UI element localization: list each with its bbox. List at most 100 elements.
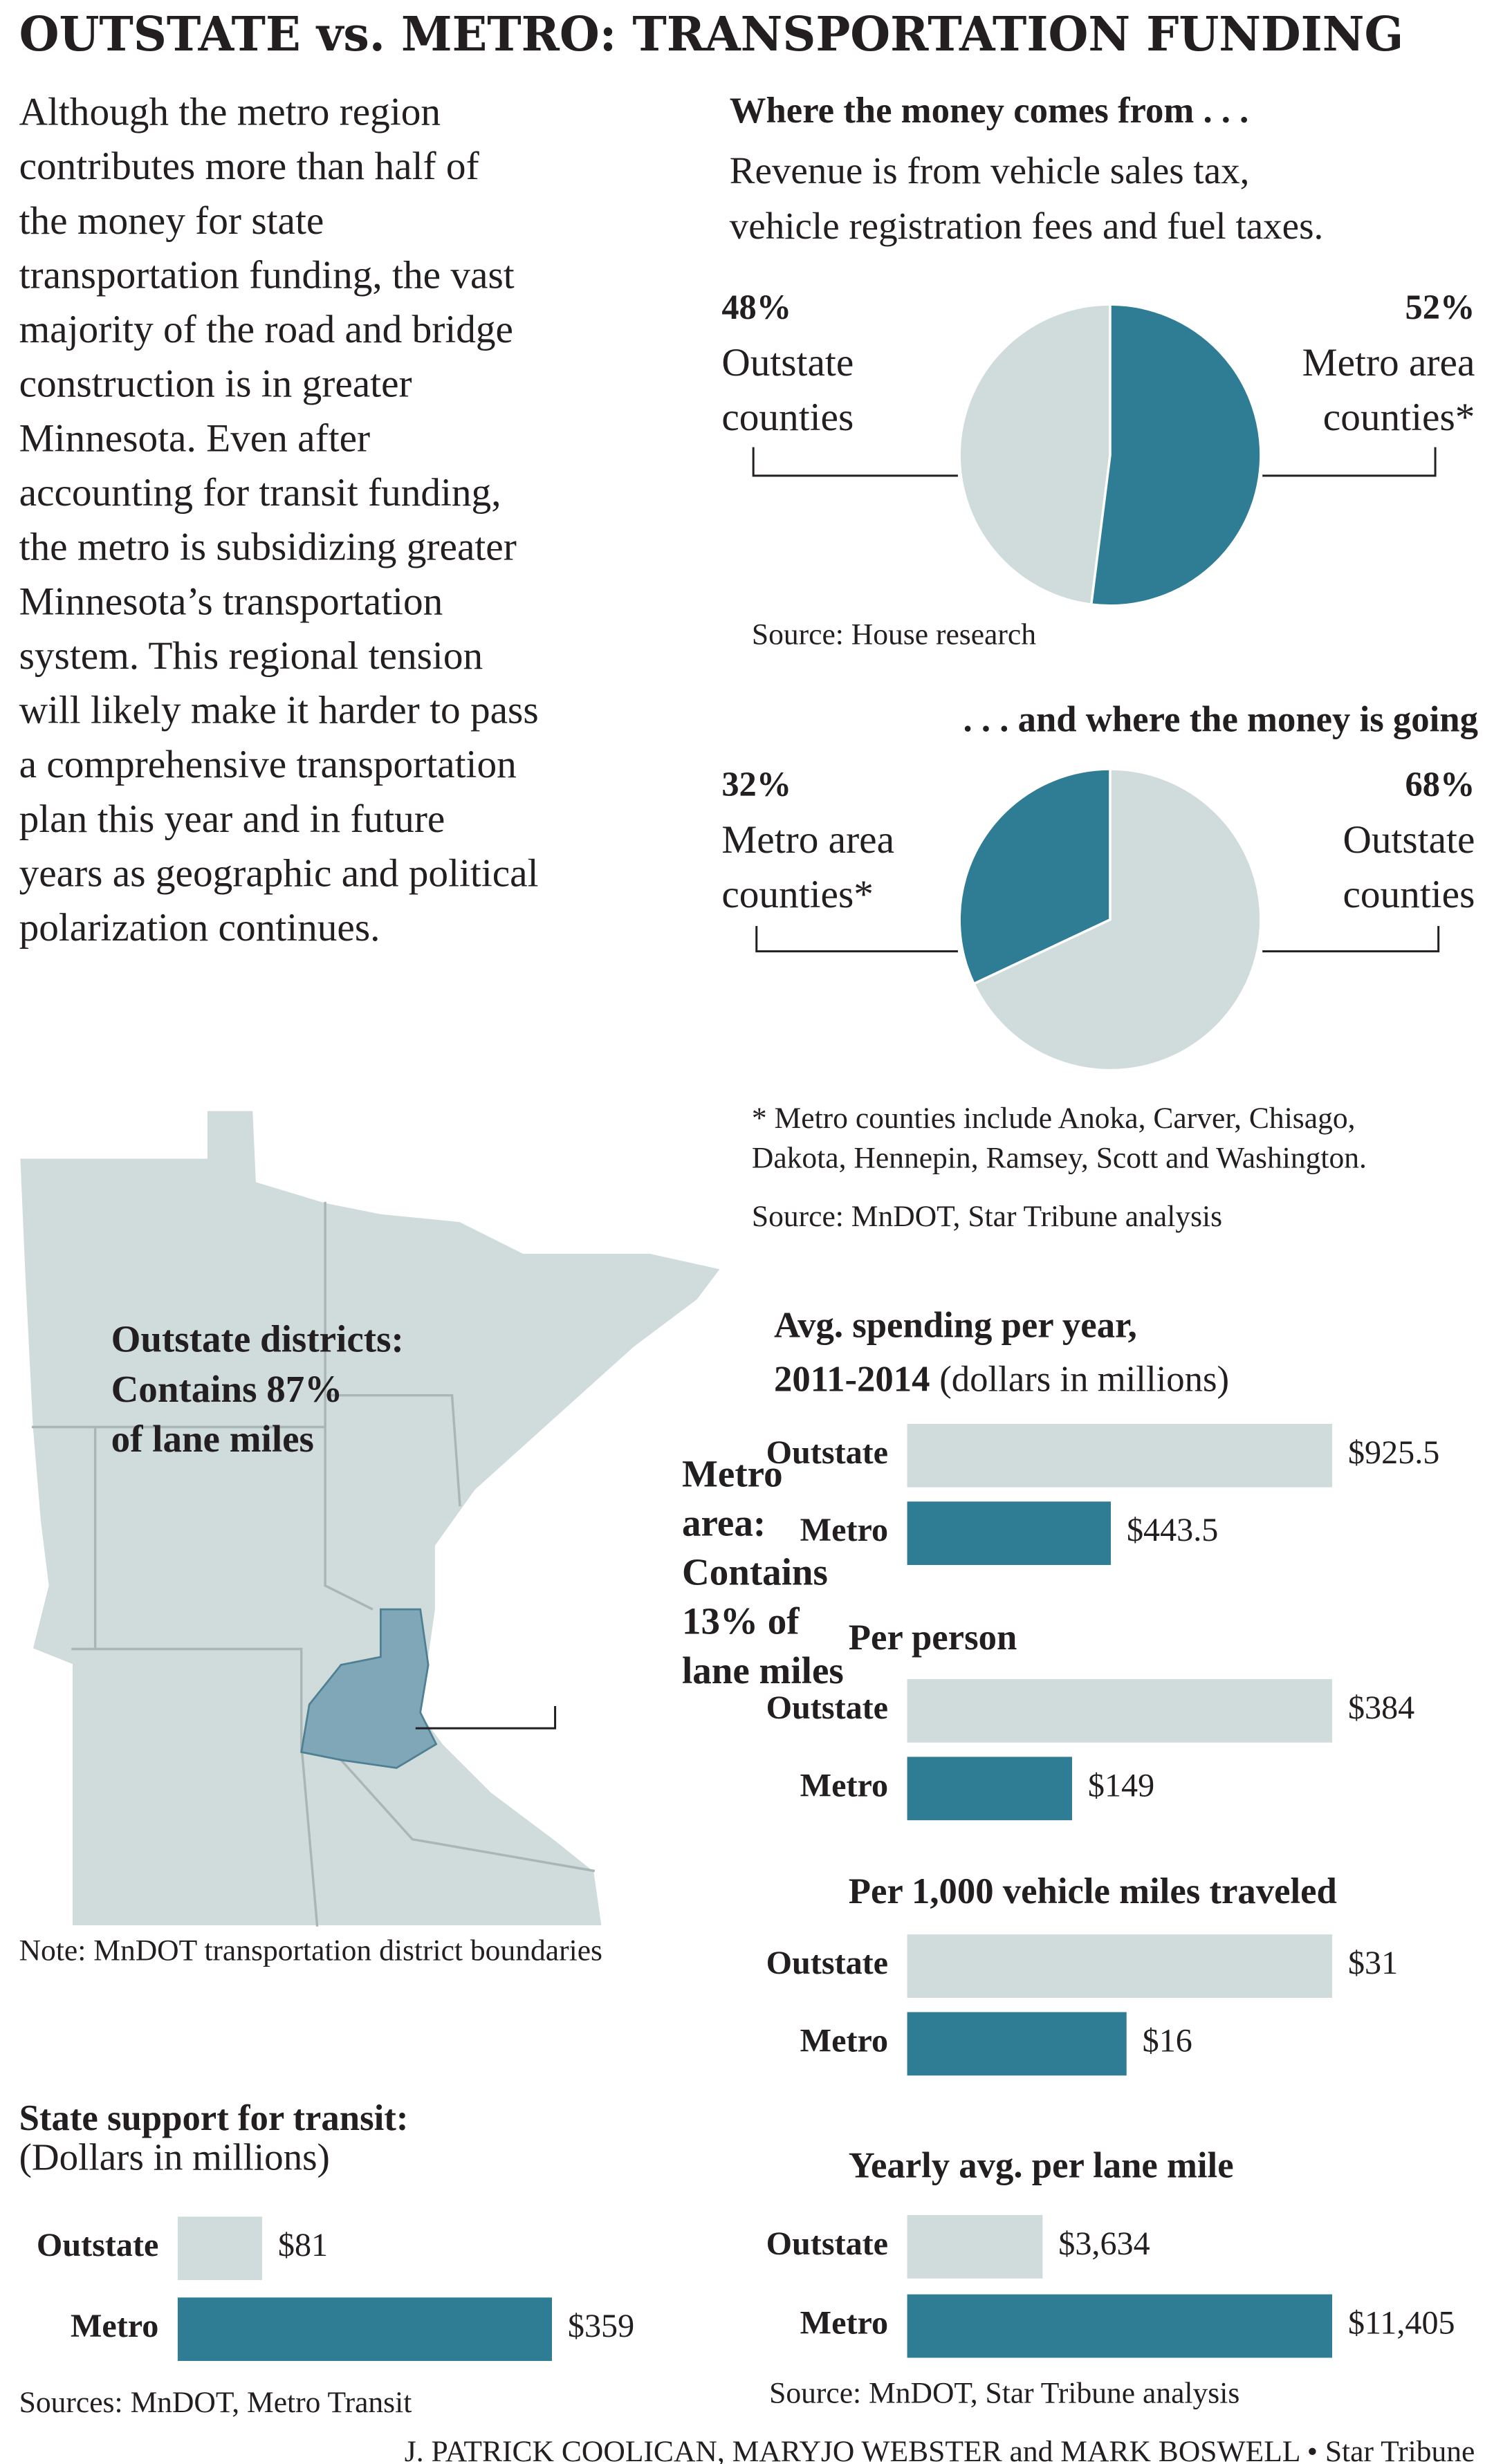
intro-line: system. This regional tension [19, 634, 483, 678]
slice-label: Outstate [721, 341, 854, 385]
chart-source: Sources: MnDOT, Metro Transit [19, 2386, 412, 2419]
bar-category: Metro [800, 2022, 888, 2059]
chart-subtitle: (Dollars in millions) [19, 2136, 330, 2178]
slice-value-label: 52% [1405, 288, 1475, 326]
bar-value-label: $925.5 [1348, 1434, 1439, 1471]
chart-source: Source: MnDOT, Star Tribune analysis [752, 1200, 1222, 1233]
bar [907, 1501, 1112, 1565]
slice-label: counties* [721, 873, 874, 916]
bar-category: Outstate [766, 1434, 888, 1471]
bar-value-label: $384 [1348, 1689, 1414, 1726]
slice-label: counties [721, 396, 854, 439]
intro-line: plan this year and in future [19, 797, 445, 841]
bar-category: Metro [71, 2308, 158, 2344]
metro-area [300, 1608, 438, 1769]
bar-category: Outstate [766, 1689, 888, 1726]
bar-category: Metro [800, 1512, 888, 1548]
pie-slice [958, 303, 1112, 606]
chart-subtitle: (dollars in millions) [939, 1359, 1229, 1399]
intro-line: a comprehensive transportation [19, 743, 517, 786]
chart-title: . . . and where the money is going [963, 700, 1478, 740]
map-label: of lane miles [111, 1418, 314, 1460]
map-label: 13% of [682, 1600, 800, 1642]
intro-line: polarization continues. [19, 906, 380, 950]
bar-value-label: $149 [1088, 1767, 1154, 1804]
intro-line: transportation funding, the vast [19, 253, 515, 297]
bar [907, 1679, 1333, 1743]
map-label: Outstate districts: [111, 1318, 404, 1360]
map-label: Contains 87% [111, 1368, 343, 1410]
pie-slice [958, 768, 1112, 985]
chart-subtitle: Revenue is from vehicle sales tax, [730, 149, 1250, 192]
bar [907, 2215, 1043, 2279]
chart-title: Per 1,000 vehicle miles traveled [849, 1871, 1337, 1911]
chart-title: Yearly avg. per lane mile [849, 2146, 1234, 2186]
intro-line: majority of the road and bridge [19, 308, 513, 351]
bar-value-label: $359 [568, 2308, 634, 2344]
bar-value-label: $16 [1143, 2022, 1192, 2059]
chart-source: Source: MnDOT, Star Tribune analysis [769, 2376, 1239, 2409]
intro-line: will likely make it harder to pass [19, 689, 539, 732]
map-label: Contains [682, 1551, 828, 1593]
intro-line: Minnesota’s transportation [19, 580, 443, 623]
chart-title: Per person [849, 1618, 1017, 1658]
chart-title: State support for transit: [19, 2098, 409, 2138]
map-label: area: [682, 1502, 766, 1544]
leader-line [415, 1706, 557, 1730]
pie-slice [1089, 303, 1262, 607]
leader-line [755, 925, 1440, 953]
pie-slice [972, 768, 1262, 1072]
bar [177, 2297, 552, 2361]
bar-value-label: $11,405 [1348, 2305, 1455, 2342]
credit: J. PATRICK COOLICAN, MARYJO WEBSTER and … [405, 2435, 1475, 2464]
map-label: lane miles [682, 1649, 844, 1692]
chart-note: * Metro counties include Anoka, Carver, … [752, 1102, 1356, 1135]
chart-title: 2011-2014 (dollars in millions) [774, 1359, 1229, 1399]
intro-line: the metro is subsidizing greater [19, 526, 517, 569]
slice-label: counties* [1323, 396, 1475, 439]
chart-title: Avg. spending per year, [774, 1305, 1137, 1345]
bar-category: Metro [800, 1767, 888, 1804]
slice-label: Metro area [721, 818, 894, 862]
bar [907, 2012, 1127, 2076]
intro-line: years as geographic and political [19, 852, 539, 896]
district-lines [31, 1201, 596, 1927]
bar [177, 2216, 262, 2281]
slice-value-label: 68% [1405, 765, 1475, 804]
intro-line: construction is in greater [19, 362, 412, 406]
bar [907, 2294, 1333, 2358]
chart-title: 2011-2014 [774, 1359, 930, 1399]
bar-value-label: $3,634 [1058, 2225, 1150, 2262]
slice-label: Outstate [1343, 818, 1475, 862]
map-label: Metro [682, 1453, 783, 1495]
intro-line: accounting for transit funding, [19, 471, 501, 515]
intro-line: Although the metro region [19, 91, 441, 134]
bar-value-label: $31 [1348, 1945, 1398, 1981]
bar-value-label: $443.5 [1127, 1512, 1218, 1548]
slice-value-label: 48% [721, 288, 791, 326]
slice-value-label: 32% [721, 765, 791, 804]
chart-note: Dakota, Hennepin, Ramsey, Scott and Wash… [752, 1141, 1367, 1174]
slice-label: Metro area [1302, 341, 1475, 385]
map [17, 1109, 724, 1928]
chart-title: Where the money comes from . . . [730, 91, 1249, 131]
bar-value-label: $81 [278, 2227, 328, 2263]
chart-subtitle: vehicle registration fees and fuel taxes… [730, 205, 1324, 247]
chart-source: Source: House research [752, 618, 1036, 651]
state-outline [17, 1109, 724, 1928]
map-note: Note: MnDOT transportation district boun… [19, 1934, 602, 1967]
intro-line: contributes more than half of [19, 145, 480, 188]
bar [907, 1423, 1333, 1488]
intro-line: the money for state [19, 199, 324, 243]
bar [907, 1934, 1333, 1998]
bar-category: Metro [800, 2305, 888, 2342]
leader-line [752, 447, 1437, 477]
slice-label: counties [1343, 873, 1475, 916]
bar-category: Outstate [766, 2225, 888, 2262]
bar-category: Outstate [766, 1945, 888, 1981]
page-title: OUTSTATE vs. METRO: TRANSPORTATION FUNDI… [19, 6, 1404, 62]
bar-category: Outstate [37, 2227, 158, 2263]
bar [907, 1757, 1072, 1821]
intro-line: Minnesota. Even after [19, 416, 371, 460]
